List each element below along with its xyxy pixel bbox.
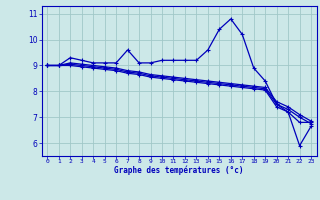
X-axis label: Graphe des températures (°c): Graphe des températures (°c) xyxy=(115,166,244,175)
